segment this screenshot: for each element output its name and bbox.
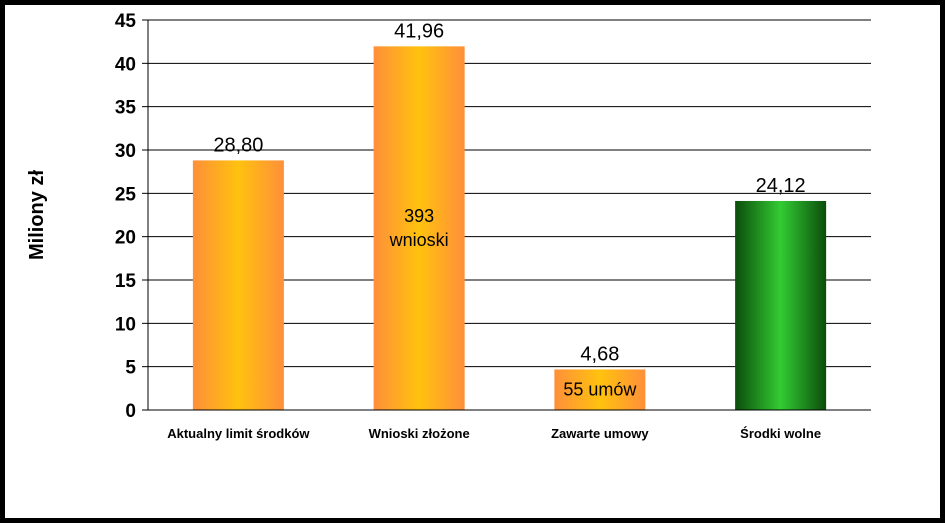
category-labels: Aktualny limit środków Wnioski złożone Zaw… (167, 426, 821, 441)
bar (192, 160, 284, 410)
category-label: Aktualny limit środków (167, 426, 310, 441)
bar-annotation: wnioski (389, 230, 449, 250)
y-tick-label: 30 (115, 141, 136, 162)
bars (192, 46, 827, 410)
bar-chart: 0 5 10 15 20 25 30 35 40 45 28,80 41,96 4,68 24,12 39… (26, 11, 871, 441)
bar (735, 200, 827, 410)
category-label: Środki wolne (740, 426, 821, 441)
bar (554, 369, 646, 410)
value-label: 24,12 (756, 175, 806, 197)
bar-annotation: 55 umów (563, 380, 637, 400)
value-labels: 28,80 41,96 4,68 24,12 393 wnioski 55 umów (213, 20, 805, 399)
y-tick-label: 5 (125, 358, 136, 379)
y-tick-label: 0 (125, 401, 136, 422)
chart-frame: 0 5 10 15 20 25 30 35 40 45 28,80 41,96 4,68 24,12 39… (5, 5, 940, 518)
y-tick-label: 45 (115, 11, 137, 32)
y-tick-label: 40 (115, 54, 136, 75)
y-tick-label: 20 (115, 228, 136, 249)
y-axis-label: Miliony zł (26, 170, 48, 260)
bar-annotation: 393 (404, 206, 434, 226)
category-label: Wnioski złożone (369, 426, 470, 441)
y-tick-label: 10 (115, 314, 136, 335)
y-tick-label: 35 (115, 98, 137, 119)
value-label: 41,96 (394, 20, 444, 42)
bar (373, 46, 465, 410)
y-tick-label: 15 (115, 271, 137, 292)
category-label: Zawarte umowy (551, 426, 649, 441)
value-label: 28,80 (213, 134, 263, 156)
y-axis-ticks: 0 5 10 15 20 25 30 35 40 45 (115, 11, 148, 422)
value-label: 4,68 (580, 343, 619, 365)
y-tick-label: 25 (115, 184, 137, 205)
